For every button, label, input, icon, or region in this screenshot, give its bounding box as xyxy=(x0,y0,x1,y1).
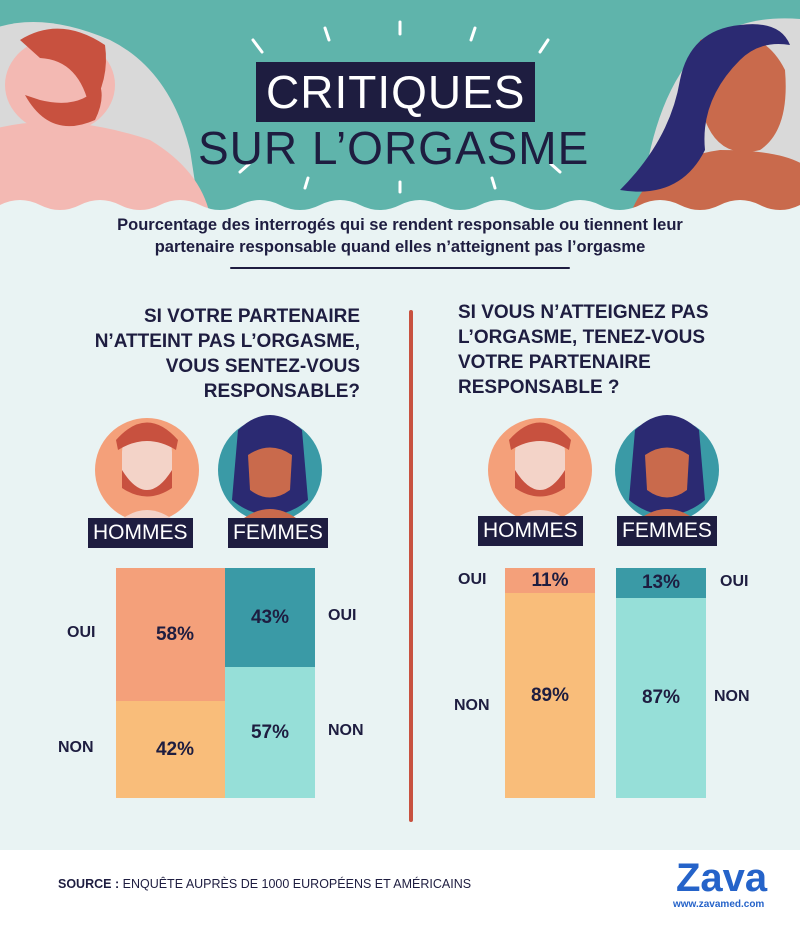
right-question-line: SI VOUS N’ATTEIGNEZ PAS xyxy=(458,302,709,323)
right-question: SI VOUS N’ATTEIGNEZ PAS L’ORGASME, TENEZ… xyxy=(458,300,778,400)
man-body xyxy=(0,122,210,215)
category-label-men-right: HOMMES xyxy=(478,516,583,546)
subtitle-line-1: Pourcentage des interrogés qui se renden… xyxy=(117,216,683,234)
series-label-non-right: NON xyxy=(454,697,490,714)
subtitle-line-2: partenaire responsable quand elles n’att… xyxy=(154,238,646,256)
bar-value-label: 87% xyxy=(641,687,681,708)
bar-segment-non-femmes: 87% xyxy=(616,598,706,798)
series-label-oui-right: OUI xyxy=(458,571,487,588)
bar-segment-non-hommes: 89% xyxy=(505,593,595,798)
bar-segment-oui-hommes: 58% xyxy=(116,568,234,701)
bar-value-label: 58% xyxy=(155,623,195,645)
bar-segment-oui-femmes: 43% xyxy=(225,568,315,667)
left-question-line: N’ATTEINT PAS L’ORGASME, xyxy=(94,331,360,352)
section-divider xyxy=(409,310,413,822)
series-label-non-right-women: NON xyxy=(714,688,750,705)
series-label-oui-left-women: OUI xyxy=(328,607,357,624)
category-label-women-left: FEMMES xyxy=(228,518,328,548)
zava-url: www.zavamed.com xyxy=(673,899,765,910)
left-question: SI VOTRE PARTENAIRE N’ATTEINT PAS L’ORGA… xyxy=(40,304,360,404)
man-avatar-left xyxy=(95,418,199,522)
source-note: SOURCE : ENQUÊTE AUPRÈS DE 1000 EUROPÉEN… xyxy=(58,877,471,891)
left-question-line: RESPONSABLE? xyxy=(203,381,360,402)
bar-value-label: 11% xyxy=(531,569,569,591)
subtitle: Pourcentage des interrogés qui se renden… xyxy=(40,214,760,258)
bar-value-label: 89% xyxy=(530,684,570,706)
bar-segment-non-femmes: 57% xyxy=(225,667,315,798)
header-banner: CRITIQUES SUR L’ORGASME xyxy=(0,0,800,215)
bar-value-label: 13% xyxy=(641,572,681,593)
man-beard xyxy=(25,85,102,127)
bar-value-label: 42% xyxy=(155,738,195,760)
left-question-line: SI VOTRE PARTENAIRE xyxy=(143,306,360,327)
bar-segment-oui-femmes: 13% xyxy=(616,568,706,598)
header-illustration xyxy=(0,18,800,215)
series-label-non-left-women: NON xyxy=(328,722,364,739)
woman-avatar-right xyxy=(615,415,719,522)
bar-segment-non-hommes: 42% xyxy=(116,701,234,798)
woman-avatar-left xyxy=(218,415,322,522)
sparkles-top xyxy=(251,20,550,54)
source-text: ENQUÊTE AUPRÈS DE 1000 EUROPÉENS ET AMÉR… xyxy=(122,877,472,891)
title-line-1: CRITIQUES xyxy=(256,62,536,122)
woman-hair xyxy=(620,24,790,192)
right-question-line: L’ORGASME, TENEZ-VOUS xyxy=(458,327,706,348)
right-question-line: RESPONSABLE ? xyxy=(458,377,620,398)
series-label-non-left: NON xyxy=(58,739,94,756)
man-avatar-right xyxy=(488,418,592,522)
left-question-line: VOUS SENTEZ-VOUS xyxy=(165,356,360,377)
subtitle-underline xyxy=(230,267,570,269)
bar-value-label: 43% xyxy=(250,606,290,628)
sparkles-bottom xyxy=(238,162,562,194)
series-label-oui-left: OUI xyxy=(67,624,96,641)
title-line-2: SUR L’ORGASME xyxy=(198,122,590,174)
category-label-women-right: FEMMES xyxy=(617,516,717,546)
source-label: SOURCE : xyxy=(58,877,120,891)
bar-value-label: 57% xyxy=(250,721,290,743)
zava-logo: Zava xyxy=(676,856,768,900)
bar-segment-oui-hommes: 11% xyxy=(505,568,595,593)
footer xyxy=(0,850,800,926)
series-label-oui-right-women: OUI xyxy=(720,573,749,590)
man-hair xyxy=(20,28,106,110)
category-label-men-left: HOMMES xyxy=(88,518,193,548)
right-question-line: VOTRE PARTENAIRE xyxy=(458,352,651,373)
header-wave xyxy=(0,200,800,215)
